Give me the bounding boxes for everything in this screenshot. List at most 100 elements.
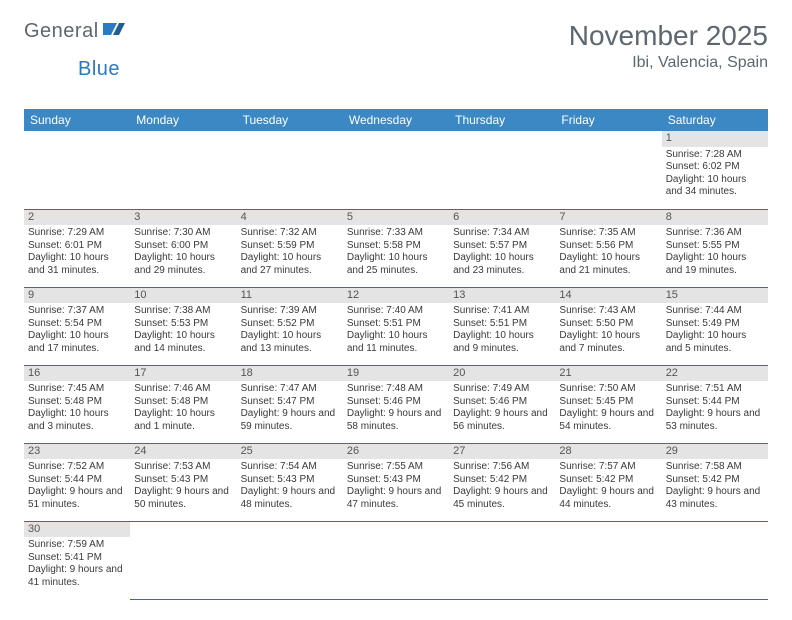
sunrise-line: Sunrise: 7:59 AM bbox=[28, 539, 126, 552]
sunrise-line: Sunrise: 7:47 AM bbox=[241, 383, 339, 396]
calendar-empty-cell bbox=[555, 131, 661, 209]
calendar-day-cell: 18Sunrise: 7:47 AMSunset: 5:47 PMDayligh… bbox=[237, 365, 343, 443]
daylight-line: Daylight: 9 hours and 54 minutes. bbox=[559, 408, 657, 433]
calendar-day-cell: 8Sunrise: 7:36 AMSunset: 5:55 PMDaylight… bbox=[662, 209, 768, 287]
calendar-day-cell: 11Sunrise: 7:39 AMSunset: 5:52 PMDayligh… bbox=[237, 287, 343, 365]
day-number: 3 bbox=[130, 210, 236, 226]
calendar-day-cell: 25Sunrise: 7:54 AMSunset: 5:43 PMDayligh… bbox=[237, 443, 343, 521]
daylight-line: Daylight: 10 hours and 19 minutes. bbox=[666, 252, 764, 277]
day-number: 21 bbox=[555, 366, 661, 382]
brand-part2: Blue bbox=[78, 58, 120, 80]
daylight-line: Daylight: 9 hours and 59 minutes. bbox=[241, 408, 339, 433]
day-number: 20 bbox=[449, 366, 555, 382]
calendar-day-cell: 12Sunrise: 7:40 AMSunset: 5:51 PMDayligh… bbox=[343, 287, 449, 365]
calendar-day-cell: 5Sunrise: 7:33 AMSunset: 5:58 PMDaylight… bbox=[343, 209, 449, 287]
daylight-line: Daylight: 10 hours and 14 minutes. bbox=[134, 330, 232, 355]
sunset-line: Sunset: 5:58 PM bbox=[347, 240, 445, 253]
daylight-line: Daylight: 9 hours and 50 minutes. bbox=[134, 486, 232, 511]
weekday-header: Thursday bbox=[449, 109, 555, 131]
sunset-line: Sunset: 5:46 PM bbox=[453, 396, 551, 409]
weekday-header-row: SundayMondayTuesdayWednesdayThursdayFrid… bbox=[24, 109, 768, 131]
calendar-empty-cell bbox=[343, 521, 449, 599]
calendar-empty-cell bbox=[343, 131, 449, 209]
calendar-day-cell: 24Sunrise: 7:53 AMSunset: 5:43 PMDayligh… bbox=[130, 443, 236, 521]
day-number: 26 bbox=[343, 444, 449, 460]
calendar-day-cell: 10Sunrise: 7:38 AMSunset: 5:53 PMDayligh… bbox=[130, 287, 236, 365]
daylight-line: Daylight: 10 hours and 29 minutes. bbox=[134, 252, 232, 277]
calendar-day-cell: 9Sunrise: 7:37 AMSunset: 5:54 PMDaylight… bbox=[24, 287, 130, 365]
calendar-empty-cell bbox=[449, 131, 555, 209]
sunset-line: Sunset: 5:52 PM bbox=[241, 318, 339, 331]
day-number: 15 bbox=[662, 288, 768, 304]
sunset-line: Sunset: 5:49 PM bbox=[666, 318, 764, 331]
calendar-day-cell: 22Sunrise: 7:51 AMSunset: 5:44 PMDayligh… bbox=[662, 365, 768, 443]
sunrise-line: Sunrise: 7:46 AM bbox=[134, 383, 232, 396]
sunrise-line: Sunrise: 7:33 AM bbox=[347, 227, 445, 240]
sunset-line: Sunset: 5:59 PM bbox=[241, 240, 339, 253]
day-number: 16 bbox=[24, 366, 130, 382]
day-number: 13 bbox=[449, 288, 555, 304]
day-number: 5 bbox=[343, 210, 449, 226]
calendar-week-row: 2Sunrise: 7:29 AMSunset: 6:01 PMDaylight… bbox=[24, 209, 768, 287]
daylight-line: Daylight: 9 hours and 48 minutes. bbox=[241, 486, 339, 511]
calendar-day-cell: 3Sunrise: 7:30 AMSunset: 6:00 PMDaylight… bbox=[130, 209, 236, 287]
daylight-line: Daylight: 10 hours and 17 minutes. bbox=[28, 330, 126, 355]
sunrise-line: Sunrise: 7:56 AM bbox=[453, 461, 551, 474]
weekday-header: Sunday bbox=[24, 109, 130, 131]
calendar-day-cell: 29Sunrise: 7:58 AMSunset: 5:42 PMDayligh… bbox=[662, 443, 768, 521]
sunrise-line: Sunrise: 7:43 AM bbox=[559, 305, 657, 318]
day-number: 8 bbox=[662, 210, 768, 226]
calendar-day-cell: 4Sunrise: 7:32 AMSunset: 5:59 PMDaylight… bbox=[237, 209, 343, 287]
sunset-line: Sunset: 5:46 PM bbox=[347, 396, 445, 409]
daylight-line: Daylight: 9 hours and 58 minutes. bbox=[347, 408, 445, 433]
sunrise-line: Sunrise: 7:41 AM bbox=[453, 305, 551, 318]
calendar-day-cell: 6Sunrise: 7:34 AMSunset: 5:57 PMDaylight… bbox=[449, 209, 555, 287]
sunset-line: Sunset: 5:44 PM bbox=[28, 474, 126, 487]
day-number: 28 bbox=[555, 444, 661, 460]
day-number: 12 bbox=[343, 288, 449, 304]
sunset-line: Sunset: 5:41 PM bbox=[28, 552, 126, 565]
daylight-line: Daylight: 10 hours and 27 minutes. bbox=[241, 252, 339, 277]
daylight-line: Daylight: 9 hours and 51 minutes. bbox=[28, 486, 126, 511]
sunset-line: Sunset: 5:56 PM bbox=[559, 240, 657, 253]
calendar-day-cell: 15Sunrise: 7:44 AMSunset: 5:49 PMDayligh… bbox=[662, 287, 768, 365]
calendar-empty-cell bbox=[555, 521, 661, 599]
daylight-line: Daylight: 10 hours and 25 minutes. bbox=[347, 252, 445, 277]
sunrise-line: Sunrise: 7:52 AM bbox=[28, 461, 126, 474]
sunrise-line: Sunrise: 7:40 AM bbox=[347, 305, 445, 318]
weekday-header: Saturday bbox=[662, 109, 768, 131]
day-number: 14 bbox=[555, 288, 661, 304]
daylight-line: Daylight: 10 hours and 11 minutes. bbox=[347, 330, 445, 355]
sunrise-line: Sunrise: 7:30 AM bbox=[134, 227, 232, 240]
sunrise-line: Sunrise: 7:58 AM bbox=[666, 461, 764, 474]
day-number: 17 bbox=[130, 366, 236, 382]
daylight-line: Daylight: 9 hours and 56 minutes. bbox=[453, 408, 551, 433]
daylight-line: Daylight: 10 hours and 23 minutes. bbox=[453, 252, 551, 277]
daylight-line: Daylight: 9 hours and 44 minutes. bbox=[559, 486, 657, 511]
daylight-line: Daylight: 10 hours and 3 minutes. bbox=[28, 408, 126, 433]
weekday-header: Wednesday bbox=[343, 109, 449, 131]
day-number: 25 bbox=[237, 444, 343, 460]
sunrise-line: Sunrise: 7:53 AM bbox=[134, 461, 232, 474]
sunrise-line: Sunrise: 7:37 AM bbox=[28, 305, 126, 318]
daylight-line: Daylight: 10 hours and 13 minutes. bbox=[241, 330, 339, 355]
daylight-line: Daylight: 10 hours and 1 minute. bbox=[134, 408, 232, 433]
calendar-empty-cell bbox=[449, 521, 555, 599]
calendar-day-cell: 27Sunrise: 7:56 AMSunset: 5:42 PMDayligh… bbox=[449, 443, 555, 521]
weekday-header: Monday bbox=[130, 109, 236, 131]
sunset-line: Sunset: 5:42 PM bbox=[559, 474, 657, 487]
sunrise-line: Sunrise: 7:34 AM bbox=[453, 227, 551, 240]
daylight-line: Daylight: 9 hours and 53 minutes. bbox=[666, 408, 764, 433]
day-number: 4 bbox=[237, 210, 343, 226]
month-title: November 2025 bbox=[569, 20, 768, 52]
day-number: 6 bbox=[449, 210, 555, 226]
day-number: 24 bbox=[130, 444, 236, 460]
calendar-day-cell: 20Sunrise: 7:49 AMSunset: 5:46 PMDayligh… bbox=[449, 365, 555, 443]
day-number: 23 bbox=[24, 444, 130, 460]
sunrise-line: Sunrise: 7:57 AM bbox=[559, 461, 657, 474]
calendar-day-cell: 26Sunrise: 7:55 AMSunset: 5:43 PMDayligh… bbox=[343, 443, 449, 521]
day-number: 19 bbox=[343, 366, 449, 382]
daylight-line: Daylight: 9 hours and 43 minutes. bbox=[666, 486, 764, 511]
sunrise-line: Sunrise: 7:29 AM bbox=[28, 227, 126, 240]
sunset-line: Sunset: 5:53 PM bbox=[134, 318, 232, 331]
